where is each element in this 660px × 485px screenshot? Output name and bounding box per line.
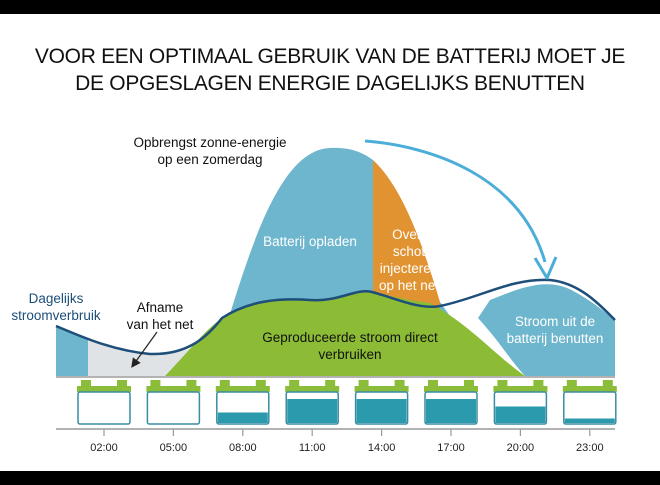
- battery-terminal: [117, 380, 127, 386]
- time-label: 08:00: [229, 442, 257, 454]
- battery-terminal: [464, 380, 474, 386]
- title-line-2: DE OPGESLAGEN ENERGIE DAGELIJKS BENUTTEN: [75, 72, 585, 95]
- bottom-black-bar: [0, 471, 660, 485]
- battery-body: [77, 391, 131, 425]
- battery-lid: [424, 386, 478, 392]
- battery-use-label: Stroom uit de batterij benutten: [490, 313, 620, 347]
- time-label: 02:00: [90, 442, 118, 454]
- time-axis: 02:00 05:00 08:00 11:00 14:00 17:00 20:00 23:00: [90, 429, 604, 454]
- excess-label-line3: injecteren: [379, 261, 439, 276]
- excess-label-line4: op het net: [378, 278, 440, 293]
- solar-label-line2: op een zomerdag: [157, 152, 263, 167]
- excess-label-line1: Over-: [392, 227, 426, 242]
- battery-lid: [562, 386, 617, 392]
- battery-charge-level: [287, 399, 338, 423]
- use-label-line1: Stroom uit de: [514, 314, 596, 329]
- excess-label-line2: schot: [392, 244, 426, 259]
- daily-label-line2: stroomverbruik: [11, 308, 101, 323]
- curved-arrow-head: [533, 256, 558, 280]
- use-label-line2: batterij benutten: [506, 331, 604, 346]
- battery-lid: [215, 386, 270, 392]
- battery-charge-level: [495, 406, 546, 423]
- battery-terminal: [219, 380, 230, 386]
- battery-terminal: [602, 380, 613, 386]
- battery-7: [493, 380, 548, 425]
- battery-body: [146, 391, 201, 425]
- battery-lid: [285, 386, 340, 392]
- battery-terminal: [81, 380, 91, 386]
- solar-label: Opbrengst zonne-energie op een zomerdag: [110, 134, 310, 168]
- consumption-line: [55, 278, 616, 356]
- direct-label-line2: verbruiken: [318, 347, 382, 362]
- daily-left-area: [56, 326, 88, 376]
- direct-label-line1: Geproduceerde stroom direct: [262, 330, 438, 345]
- battery-terminal: [325, 380, 336, 386]
- battery-2: [146, 380, 201, 425]
- battery-8: [562, 380, 617, 425]
- battery-terminal: [497, 380, 508, 386]
- battery-terminal: [394, 380, 405, 386]
- battery-charge-level: [426, 399, 476, 423]
- battery-terminal: [150, 380, 161, 386]
- battery-lid: [146, 386, 201, 392]
- battery-charge-level: [564, 418, 615, 423]
- daily-consumption-label: Dagelijks stroomverbruik: [0, 290, 112, 324]
- battery-5: [354, 380, 409, 425]
- battery-terminal: [428, 380, 438, 386]
- battery-4: [285, 380, 340, 425]
- time-label: 20:00: [507, 442, 535, 454]
- direct-use-label: Geproduceerde stroom direct verbruiken: [240, 329, 460, 363]
- grid-label: Afname van het net: [100, 299, 220, 333]
- battery-lid: [77, 386, 131, 392]
- battery-charge-level: [217, 412, 268, 423]
- top-black-bar: [0, 0, 660, 14]
- time-label: 23:00: [576, 442, 604, 454]
- battery-terminal: [358, 380, 369, 386]
- solar-label-line1: Opbrengst zonne-energie: [133, 135, 287, 150]
- time-label: 11:00: [299, 442, 326, 454]
- battery-lid: [354, 386, 409, 392]
- battery-terminal: [255, 380, 266, 386]
- battery-usage-area: [478, 284, 615, 376]
- grid-pointer-arrow: [131, 331, 158, 368]
- curved-arrow: [364, 139, 547, 263]
- grid-label-line1: Afname: [136, 300, 184, 315]
- time-label: 17:00: [437, 442, 465, 454]
- excess-label: Over- schot injecteren op het net: [370, 226, 448, 294]
- grid-label-line2: van het net: [126, 317, 194, 332]
- charge-label: Batterij opladen: [263, 234, 357, 249]
- battery-terminal: [566, 380, 577, 386]
- battery-1: [77, 380, 131, 425]
- battery-terminal: [289, 380, 300, 386]
- time-label: 14:00: [368, 442, 396, 454]
- battery-6: [424, 380, 478, 425]
- battery-terminal: [186, 380, 197, 386]
- battery-terminal: [533, 380, 544, 386]
- battery-lid: [493, 386, 548, 392]
- battery-charge-level: [356, 399, 407, 423]
- title-line-1: VOOR EEN OPTIMAAL GEBRUIK VAN DE BATTERI…: [34, 45, 626, 68]
- battery-timeline: [77, 380, 617, 425]
- direct-use-area: [165, 291, 525, 376]
- daily-label-line1: Dagelijks: [28, 291, 84, 306]
- battery-body: [563, 391, 617, 425]
- battery-3: [215, 380, 270, 425]
- time-label: 05:00: [160, 442, 188, 454]
